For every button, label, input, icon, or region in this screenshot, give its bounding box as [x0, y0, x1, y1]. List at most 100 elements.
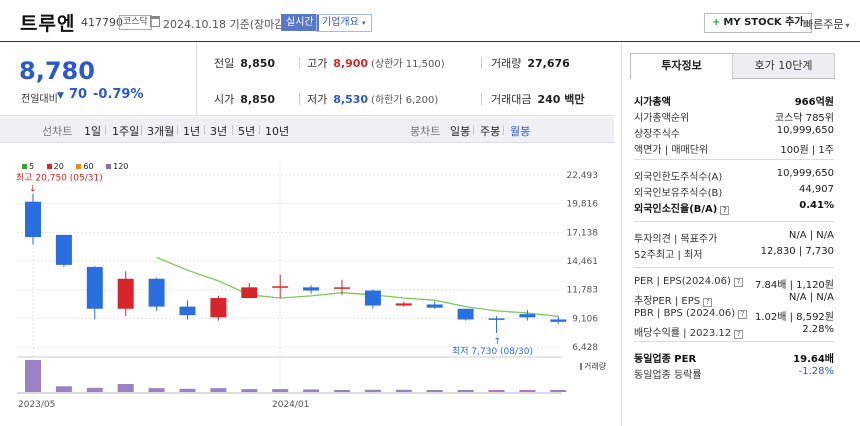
period-1d[interactable]: 1일: [84, 125, 102, 138]
open-price: 시가 8,850: [214, 91, 275, 107]
high-label: 고가: [307, 57, 328, 70]
market-badge: 코스닥: [119, 15, 152, 30]
help-icon[interactable]: ?: [720, 206, 730, 215]
volume-bar: [272, 389, 289, 392]
info-label: PBR | BPS (2024.06)?: [634, 308, 748, 319]
chevron-down-icon: ▾: [362, 19, 366, 27]
divider: [299, 57, 300, 69]
volume-bar: [86, 387, 103, 392]
info-label: 추정PER | EPS?: [634, 292, 713, 307]
candle-weekly[interactable]: 주봉: [480, 125, 501, 138]
panel-divider: [634, 159, 834, 160]
volume-bar: [179, 388, 196, 392]
info-row: 시가총액 966억원: [634, 93, 834, 108]
chart-toolbar: 선차트 1일 1주일 3개월 1년 3년 5년 10년 봉차트 일봉 주봉 월봉: [0, 117, 614, 143]
volume-bar: [334, 390, 350, 392]
info-value: 966억원: [794, 97, 834, 108]
candle-body: [148, 278, 165, 307]
period-3m[interactable]: 3개월: [147, 125, 175, 138]
info-label: PER | EPS(2024.06)?: [634, 276, 743, 287]
realtime-button[interactable]: 실시간: [281, 14, 319, 31]
info-row: 시가총액순위 코스닥 785위: [634, 109, 834, 124]
current-price-box: 8,780 전일대비 ▼ 70 -0.79%: [0, 43, 197, 116]
candle-body: [55, 234, 72, 265]
tab-investment-info[interactable]: 투자정보: [630, 53, 733, 79]
candle-daily[interactable]: 일봉: [450, 125, 471, 138]
divider: [481, 93, 482, 105]
tab-bid-10-levels[interactable]: 호가 10단계: [732, 53, 835, 79]
chevron-down-icon: ▾: [845, 21, 850, 30]
period-1w[interactable]: 1주일: [112, 125, 140, 138]
trade-amount: 거래대금 240 백만: [491, 91, 585, 107]
y-tick-label: 19,816: [567, 200, 599, 210]
help-icon[interactable]: ?: [733, 278, 743, 287]
info-value: 2.28%: [802, 324, 834, 335]
legend-ma5-label: 5: [29, 162, 35, 171]
divider: [177, 125, 178, 135]
calendar-icon: [150, 16, 160, 27]
info-value: 44,907: [799, 184, 834, 195]
y-tick-label: 6,428: [572, 343, 598, 353]
period-3y[interactable]: 3년: [210, 125, 228, 138]
info-value: N/A | N/A: [788, 230, 834, 241]
help-icon[interactable]: ?: [703, 298, 713, 307]
volume-legend-label: 거래량: [584, 362, 607, 371]
candle-body: [550, 319, 567, 322]
low-value: 8,530: [333, 93, 369, 106]
volume-bar: [426, 390, 443, 392]
info-row: 액면가 | 매매단위 100원 | 1주: [634, 141, 834, 156]
candle-chart-label: 봉차트: [410, 125, 441, 138]
divider: [503, 125, 504, 135]
candle-body: [241, 287, 258, 299]
prev-close-value: 8,850: [240, 57, 276, 70]
panel-divider: [634, 221, 834, 222]
company-overview-button[interactable]: 기업개요 ▾: [316, 14, 372, 32]
volume-bar: [148, 388, 165, 392]
add-mystock-label: MY STOCK 추가: [723, 17, 804, 28]
volume-bar: [25, 360, 41, 392]
legend-ma60-label: 60: [83, 162, 94, 171]
help-icon[interactable]: ?: [734, 330, 744, 339]
volume-bar: [241, 389, 258, 392]
y-tick-label: 9,106: [572, 314, 598, 324]
prev-close: 전일 8,850: [214, 55, 275, 71]
legend-ma120-label: 120: [113, 162, 129, 171]
info-value: 100원 | 1주: [780, 145, 834, 156]
period-5y[interactable]: 5년: [238, 125, 256, 138]
x-tick-label: 2024/01: [272, 400, 309, 410]
info-value: 10,999,650: [776, 125, 834, 136]
candle-body: [334, 287, 350, 289]
low-price: 저가 8,530 (하한가 6,200): [307, 91, 438, 107]
volume-legend: 거래량: [580, 361, 606, 372]
min-annotation: 최저 7,730 (08/30): [452, 346, 533, 357]
info-label: 배당수익률 | 2023.12?: [634, 324, 744, 339]
candle-body: [179, 306, 196, 316]
volume-bar: [55, 386, 72, 392]
amount-value: 240 백만: [537, 93, 585, 106]
volume-bar: [395, 389, 412, 392]
help-icon[interactable]: ?: [738, 310, 748, 319]
ma5-line: [156, 256, 559, 317]
candle-monthly[interactable]: 월봉: [510, 125, 531, 138]
info-value: N/A | N/A: [788, 292, 834, 303]
y-tick-label: 17,138: [567, 228, 599, 238]
period-1y[interactable]: 1년: [183, 125, 201, 138]
panel-divider: [634, 267, 834, 268]
candle-body: [488, 318, 505, 320]
volume-label: 거래량: [491, 57, 522, 70]
candlestick-chart[interactable]: 22,493 19,816 17,138 14,461 11,783 9,106 6,428…: [0, 143, 614, 426]
info-row: 동일업종 등락률 -1.28%: [634, 366, 834, 381]
y-tick-label: 11,783: [567, 286, 599, 296]
change-rate: -0.79%: [93, 87, 144, 102]
info-label: 외국인보유주식수(B): [634, 188, 723, 199]
volume-bar: [519, 390, 536, 392]
stock-name: 트루엔: [20, 13, 76, 35]
y-tick-label: 14,461: [567, 257, 599, 267]
prev-close-label: 전일: [214, 57, 235, 70]
quick-order-button[interactable]: 빠른주문 ▾: [803, 16, 850, 32]
y-tick-label: 22,493: [567, 171, 599, 181]
period-10y[interactable]: 10년: [265, 125, 290, 138]
add-mystock-button[interactable]: + MY STOCK 추가: [704, 13, 812, 33]
panel-divider: [634, 341, 834, 342]
info-value: -1.28%: [798, 366, 834, 377]
